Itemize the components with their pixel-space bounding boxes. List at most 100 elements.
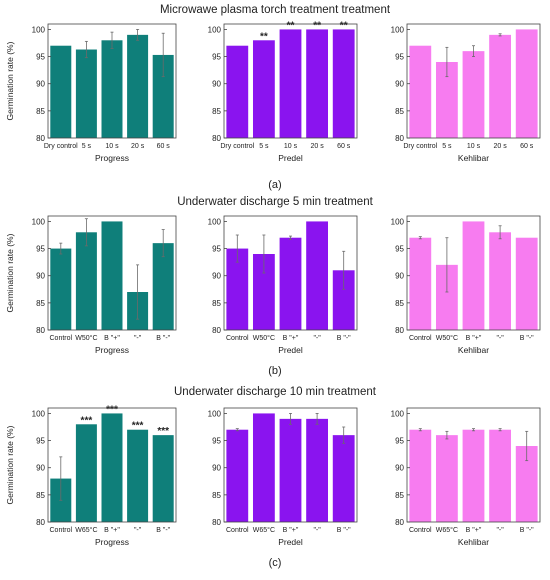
bar bbox=[50, 248, 72, 330]
x-tick-label: Control bbox=[409, 335, 432, 342]
bar bbox=[75, 232, 97, 330]
bar bbox=[409, 45, 432, 138]
bar bbox=[152, 243, 174, 330]
bar bbox=[332, 435, 355, 522]
x-tick-label: "-" bbox=[496, 335, 504, 342]
y-tick-label: 80 bbox=[212, 134, 221, 143]
bar bbox=[515, 446, 538, 522]
y-tick-label: 100 bbox=[208, 217, 222, 226]
bar bbox=[127, 429, 149, 522]
bar bbox=[279, 418, 302, 522]
y-tick-label: 85 bbox=[36, 107, 45, 116]
x-tick-label: B "-" bbox=[337, 335, 351, 342]
y-tick-label: 100 bbox=[32, 25, 46, 34]
y-tick-label: 85 bbox=[36, 299, 45, 308]
y-tick-label: 90 bbox=[212, 272, 221, 281]
x-tick-label: "-" bbox=[313, 527, 321, 534]
x-tick-label: 60 s bbox=[157, 143, 171, 150]
y-tick-label: 80 bbox=[395, 134, 404, 143]
bar bbox=[279, 237, 302, 330]
y-tick-label: 85 bbox=[395, 299, 404, 308]
x-tick-label: B "+" bbox=[283, 335, 299, 342]
x-tick-label: Dry control bbox=[403, 143, 437, 150]
bar bbox=[101, 40, 123, 138]
significance-mark: *** bbox=[81, 415, 93, 426]
x-tick-label: B "-" bbox=[520, 335, 534, 342]
y-tick-label: 80 bbox=[212, 326, 221, 335]
y-tick-label: 95 bbox=[36, 437, 45, 446]
x-tick-label: 10 s bbox=[284, 143, 298, 150]
x-tick-label: Control bbox=[226, 527, 249, 534]
x-tick-label: B "+" bbox=[104, 527, 120, 534]
x-tick-label: W50°C bbox=[253, 334, 275, 342]
bar bbox=[462, 221, 485, 330]
x-axis-title: Kehlibar bbox=[458, 537, 489, 547]
bar bbox=[75, 49, 97, 139]
bar bbox=[226, 429, 249, 522]
row-title: Microwawe plasma torch treatment treatme… bbox=[160, 4, 391, 16]
significance-mark: ** bbox=[287, 20, 295, 31]
y-tick-label: 85 bbox=[395, 491, 404, 500]
x-tick-label: B "+" bbox=[466, 527, 482, 534]
y-tick-label: 85 bbox=[36, 491, 45, 500]
x-tick-label: 10 s bbox=[105, 143, 119, 150]
y-tick-label: 90 bbox=[212, 464, 221, 473]
x-tick-label: Control bbox=[226, 335, 249, 342]
plot-frame bbox=[223, 23, 358, 139]
y-tick-label: 95 bbox=[212, 53, 221, 62]
significance-mark: *** bbox=[106, 404, 118, 415]
y-tick-label: 90 bbox=[395, 464, 404, 473]
plot-frame bbox=[47, 407, 177, 523]
bar bbox=[435, 62, 458, 138]
bar bbox=[50, 45, 72, 138]
bar bbox=[252, 254, 275, 330]
y-tick-label: 90 bbox=[395, 80, 404, 89]
bar bbox=[409, 429, 432, 522]
y-tick-label: 90 bbox=[395, 272, 404, 281]
y-tick-label: 95 bbox=[36, 53, 45, 62]
y-tick-label: 90 bbox=[36, 80, 45, 89]
x-axis-title: Predel bbox=[278, 153, 303, 163]
bar bbox=[226, 45, 249, 138]
x-tick-label: 10 s bbox=[467, 143, 481, 150]
x-tick-label: W50°C bbox=[436, 334, 458, 342]
bar bbox=[489, 34, 511, 138]
x-tick-label: W65°C bbox=[436, 526, 458, 534]
bar bbox=[409, 237, 432, 330]
y-tick-label: 95 bbox=[395, 245, 404, 254]
y-tick-label: 85 bbox=[212, 107, 221, 116]
plot-frame bbox=[47, 23, 177, 139]
bar bbox=[101, 221, 123, 330]
x-tick-label: 60 s bbox=[520, 143, 534, 150]
bar bbox=[306, 418, 328, 522]
y-tick-label: 95 bbox=[395, 437, 404, 446]
bar bbox=[306, 29, 328, 138]
bar bbox=[127, 34, 149, 138]
panel-label: (b) bbox=[268, 365, 281, 377]
x-tick-label: "-" bbox=[134, 527, 142, 534]
x-tick-label: B "-" bbox=[337, 527, 351, 534]
plot-frame bbox=[47, 215, 177, 331]
plot-frame bbox=[406, 23, 541, 139]
y-tick-label: 100 bbox=[32, 409, 46, 418]
row-title: Underwater discharge 5 min treatment bbox=[177, 196, 373, 208]
bar bbox=[226, 248, 249, 330]
x-tick-label: B "-" bbox=[156, 335, 170, 342]
y-tick-label: 80 bbox=[36, 518, 45, 527]
x-tick-label: Dry control bbox=[220, 143, 254, 150]
bar bbox=[515, 29, 538, 138]
y-tick-label: 95 bbox=[212, 245, 221, 254]
bar bbox=[252, 40, 275, 138]
x-axis-title: Predel bbox=[278, 345, 303, 355]
y-tick-label: 95 bbox=[212, 437, 221, 446]
x-tick-label: W65°C bbox=[253, 526, 275, 534]
x-tick-label: W65°C bbox=[75, 526, 97, 534]
y-axis-title: Germination rate (%) bbox=[5, 233, 15, 312]
x-tick-label: Dry control bbox=[44, 143, 78, 150]
x-tick-label: 20 s bbox=[493, 143, 507, 150]
bar bbox=[435, 264, 458, 330]
bar bbox=[489, 429, 511, 522]
y-tick-label: 100 bbox=[391, 409, 405, 418]
x-tick-label: B "+" bbox=[466, 335, 482, 342]
x-tick-label: 5 s bbox=[259, 143, 269, 150]
